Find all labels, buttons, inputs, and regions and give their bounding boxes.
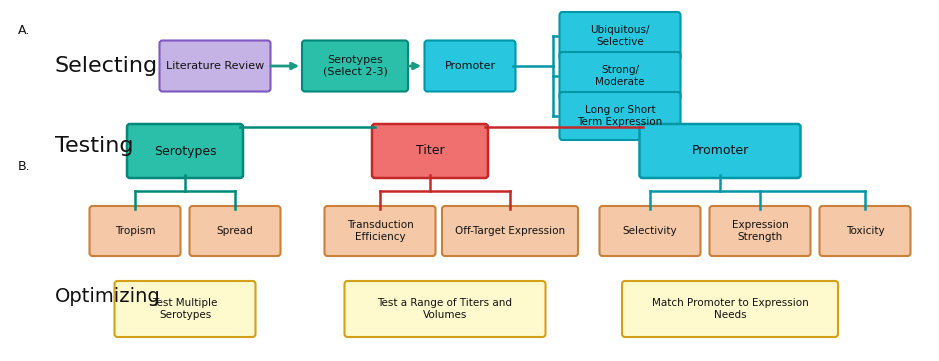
Text: Transduction
Efficiency: Transduction Efficiency (346, 220, 413, 242)
Text: Serotypes
(Select 2-3): Serotypes (Select 2-3) (323, 55, 388, 77)
Text: Match Promoter to Expression
Needs: Match Promoter to Expression Needs (652, 298, 808, 320)
Text: Expression
Strength: Expression Strength (731, 220, 789, 242)
FancyBboxPatch shape (190, 206, 281, 256)
Text: B.: B. (18, 160, 31, 173)
FancyBboxPatch shape (710, 206, 810, 256)
FancyBboxPatch shape (372, 124, 488, 178)
FancyBboxPatch shape (820, 206, 911, 256)
Text: Long or Short
Term Expression: Long or Short Term Expression (577, 105, 663, 127)
FancyBboxPatch shape (345, 281, 546, 337)
Text: Tropism: Tropism (115, 226, 155, 236)
Text: Ubiquitous/
Selective: Ubiquitous/ Selective (591, 25, 650, 47)
Text: A.: A. (18, 25, 30, 38)
FancyBboxPatch shape (560, 92, 681, 140)
FancyBboxPatch shape (160, 40, 270, 91)
Text: Promoter: Promoter (444, 61, 496, 71)
Text: Optimizing: Optimizing (55, 287, 161, 305)
Text: Literature Review: Literature Review (166, 61, 264, 71)
FancyBboxPatch shape (89, 206, 180, 256)
Text: Test Multiple
Serotypes: Test Multiple Serotypes (152, 298, 218, 320)
FancyBboxPatch shape (599, 206, 700, 256)
FancyBboxPatch shape (424, 40, 516, 91)
FancyBboxPatch shape (127, 124, 243, 178)
Text: Promoter: Promoter (691, 144, 748, 157)
Text: Toxicity: Toxicity (846, 226, 885, 236)
FancyBboxPatch shape (560, 52, 681, 100)
Text: Selectivity: Selectivity (623, 226, 677, 236)
Text: Selecting: Selecting (55, 56, 158, 76)
FancyBboxPatch shape (325, 206, 436, 256)
FancyBboxPatch shape (639, 124, 801, 178)
Text: Strong/
Moderate: Strong/ Moderate (595, 65, 645, 87)
FancyBboxPatch shape (622, 281, 838, 337)
FancyBboxPatch shape (442, 206, 578, 256)
Text: Titer: Titer (416, 144, 444, 157)
Text: Off-Target Expression: Off-Target Expression (454, 226, 565, 236)
FancyBboxPatch shape (302, 40, 408, 91)
Text: Spread: Spread (217, 226, 254, 236)
Text: Serotypes: Serotypes (154, 144, 216, 157)
Text: Testing: Testing (55, 136, 133, 156)
FancyBboxPatch shape (115, 281, 255, 337)
Text: Test a Range of Titers and
Volumes: Test a Range of Titers and Volumes (377, 298, 513, 320)
FancyBboxPatch shape (560, 12, 681, 60)
